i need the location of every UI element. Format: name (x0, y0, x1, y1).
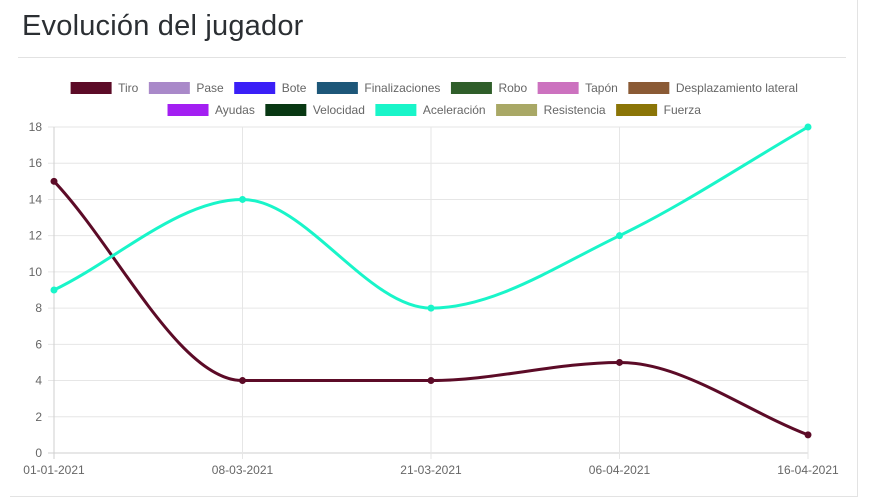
grid-layer (48, 126, 809, 459)
y-tick-label: 10 (29, 265, 43, 279)
x-tick-label: 06-04-2021 (589, 463, 651, 477)
y-tick-label: 18 (29, 120, 43, 134)
legend-swatch (449, 81, 493, 95)
legend-item: Robo (449, 81, 527, 95)
x-tick-label: 21-03-2021 (400, 463, 462, 477)
legend-swatch (495, 103, 539, 117)
legend-label: Velocidad (313, 103, 365, 117)
y-tick-label: 4 (35, 374, 42, 388)
y-tick-label: 8 (35, 301, 42, 315)
series-layer (50, 123, 812, 439)
legend-label: Tapón (585, 81, 618, 95)
legend-item: Desplazamiento lateral (627, 81, 798, 95)
legend-item: Resistencia (495, 103, 606, 117)
y-tick-label: 6 (35, 337, 42, 351)
legend-label: Pase (196, 81, 224, 95)
y-tick-label: 0 (35, 446, 42, 460)
legend-swatch (315, 81, 359, 95)
data-point-tiro (804, 431, 812, 439)
legend-swatch (374, 103, 418, 117)
data-point-aceleracion (427, 304, 435, 312)
y-tick-label: 2 (35, 410, 42, 424)
data-point-tiro (427, 377, 435, 385)
legend-swatch (615, 103, 659, 117)
legend-item: Tapón (536, 81, 618, 95)
chart-card (10, 0, 858, 497)
legend-swatch (627, 81, 671, 95)
legend-swatch (147, 81, 191, 95)
legend-item: Tiro (69, 81, 139, 95)
legend-item: Aceleración (374, 103, 486, 117)
data-point-tiro (50, 177, 58, 185)
legend-label: Tiro (118, 81, 139, 95)
y-tick-label: 14 (29, 192, 43, 206)
data-point-tiro (616, 358, 623, 366)
data-point-tiro (239, 377, 246, 385)
legend-item: Fuerza (615, 103, 702, 117)
data-point-aceleracion (616, 232, 623, 240)
legend-label: Ayudas (215, 103, 255, 117)
legend-swatch (264, 103, 308, 117)
page-title: Evolución del jugador (22, 10, 304, 42)
legend-item: Finalizaciones (315, 81, 440, 95)
title-divider (18, 57, 846, 58)
legend-label: Resistencia (544, 103, 606, 117)
legend-label: Bote (282, 81, 307, 95)
legend-swatch (166, 103, 210, 117)
data-point-aceleracion (50, 286, 58, 294)
legend-label: Fuerza (664, 103, 702, 117)
legend-label: Aceleración (423, 103, 486, 117)
y-tick-label: 16 (29, 156, 43, 170)
x-tick-label: 16-04-2021 (777, 463, 839, 477)
data-point-aceleracion (239, 195, 246, 203)
series-line-tiro (52, 180, 809, 437)
legend-label: Desplazamiento lateral (676, 81, 798, 95)
x-tick-label: 08-03-2021 (212, 463, 274, 477)
legend-swatch (536, 81, 580, 95)
data-point-aceleracion (804, 123, 812, 131)
legend-label: Finalizaciones (364, 81, 440, 95)
legend-item: Ayudas (166, 103, 255, 117)
x-tick-label: 01-01-2021 (23, 463, 85, 477)
legend-item: Bote (233, 81, 307, 95)
axis-layer: 0 2 4 6 8 10 12 14 16 18 01-01-2021 08-03-2021 21-03… (23, 120, 839, 477)
legend-item: Velocidad (264, 103, 365, 117)
y-tick-label: 12 (29, 229, 43, 243)
legend-swatch (69, 81, 113, 95)
legend-label: Robo (498, 81, 527, 95)
legend-item: Pase (147, 81, 224, 95)
legend-swatch (233, 81, 277, 95)
legend: Tiro Pase Bote Finalizaciones Robo Tapón Despl… (69, 81, 798, 117)
